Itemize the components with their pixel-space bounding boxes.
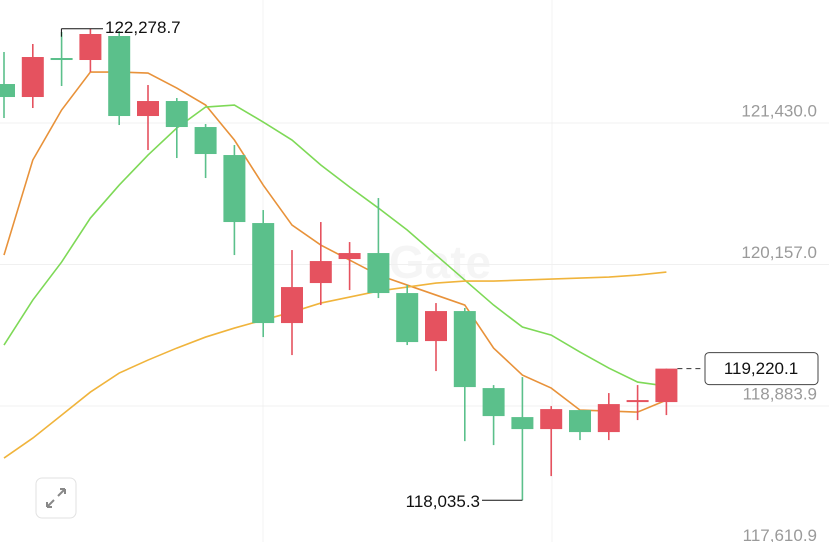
candle <box>137 85 159 151</box>
candle-body <box>165 101 188 128</box>
candle-body <box>79 34 102 61</box>
candle <box>309 222 332 306</box>
candle-body <box>50 58 73 61</box>
candle <box>194 124 217 179</box>
candle-body <box>453 311 476 388</box>
expand-icon[interactable] <box>46 488 66 508</box>
candle <box>396 285 419 346</box>
y-tick-label: 118,883.9 <box>743 384 817 403</box>
candle <box>108 31 131 126</box>
plot: 121,430.0 120,157.0 118,883.9 117,610.9 122,… <box>0 18 829 542</box>
candle <box>79 28 102 73</box>
ma-line <box>3 271 667 459</box>
low-marker-label: 118,035.3 <box>406 492 480 511</box>
candle <box>0 52 15 119</box>
candle <box>597 393 620 441</box>
candle <box>511 377 534 501</box>
candle <box>367 198 390 299</box>
candle <box>626 385 649 421</box>
candle <box>281 250 303 356</box>
candle-body <box>396 293 419 343</box>
candle-body <box>482 388 505 417</box>
candle-body <box>21 57 44 98</box>
ma-line <box>3 104 667 387</box>
y-tick-label: 120,157.0 <box>741 243 817 262</box>
candle <box>425 303 447 372</box>
candle-body <box>137 101 159 117</box>
candle-body <box>194 127 217 155</box>
candle-body <box>569 410 591 433</box>
candle <box>223 145 246 256</box>
candle-body <box>655 368 678 403</box>
candle <box>338 242 361 291</box>
candle-body <box>367 253 390 294</box>
candle <box>540 406 563 477</box>
last-price-box <box>704 352 819 386</box>
candle-body <box>597 404 620 433</box>
y-tick-label: 117,610.9 <box>743 526 817 542</box>
y-tick-label: 121,430.0 <box>741 102 817 121</box>
candle <box>482 385 505 446</box>
candle <box>569 410 591 441</box>
candle-body <box>281 287 303 324</box>
high-marker-label: 122,278.7 <box>105 18 181 37</box>
candle-body <box>223 155 246 223</box>
candle-body <box>425 311 447 342</box>
candle-body <box>626 400 649 403</box>
expand-button[interactable] <box>35 477 77 519</box>
candle-body <box>540 409 563 430</box>
candle <box>21 44 44 109</box>
candle-body <box>252 223 275 324</box>
last-price-label: 119,220.1 <box>724 359 798 378</box>
candle <box>252 210 275 338</box>
candle-body <box>0 84 15 98</box>
candle-body <box>338 253 361 260</box>
candle <box>453 308 476 442</box>
candle <box>165 98 188 159</box>
candle <box>655 368 678 416</box>
candle <box>50 32 73 87</box>
candle-body <box>511 417 534 430</box>
candle-body <box>108 36 131 117</box>
candle-body <box>309 261 332 284</box>
expand-button-frame[interactable] <box>35 477 77 519</box>
